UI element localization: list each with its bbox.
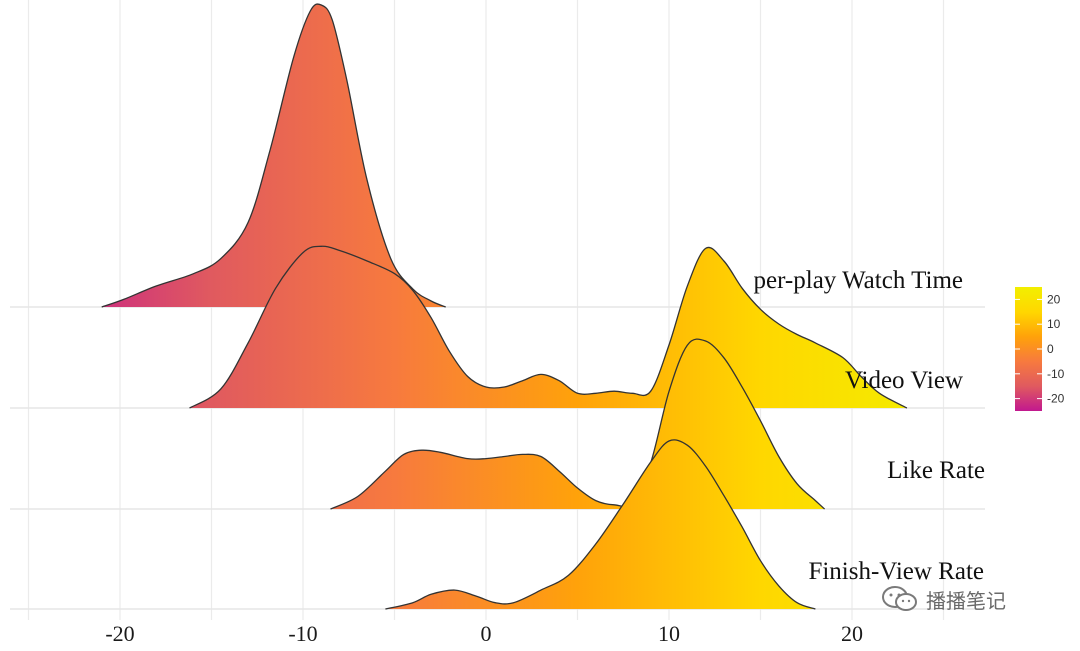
colorbar-tick-label: -20 xyxy=(1047,392,1065,406)
row-label-like-rate: Like Rate xyxy=(887,457,985,484)
grid-layer xyxy=(10,0,985,620)
ridge-finish-view-rate xyxy=(385,439,816,609)
watermark-text: 播播笔记 xyxy=(926,588,1006,613)
wechat-icon xyxy=(882,586,917,611)
colorbar-tick-label: 10 xyxy=(1047,317,1061,331)
ridge-outline-like-rate xyxy=(330,338,826,510)
ridge-layer xyxy=(101,3,908,610)
ridge-outline-finish-view-rate xyxy=(385,439,816,610)
colorbar-tick-label: 20 xyxy=(1047,292,1061,306)
row-label-layer: per-play Watch Time Video View Like Rate Fi… xyxy=(754,267,986,585)
x-tick-label: -20 xyxy=(105,621,134,646)
row-label-per-play-watch-time: per-play Watch Time xyxy=(754,267,964,294)
ridge-outline-per-play-watch-time xyxy=(101,3,446,308)
colorbar-tick-label: 0 xyxy=(1047,342,1054,356)
x-tick-label: 10 xyxy=(658,621,680,646)
row-label-video-view: Video View xyxy=(845,367,963,394)
x-tick-label: 20 xyxy=(841,621,863,646)
ridge-outline-video-view xyxy=(189,245,908,409)
ridge-per-play-watch-time xyxy=(101,3,446,307)
x-tick-label: 0 xyxy=(481,621,492,646)
colorbar-tick-label: -10 xyxy=(1047,367,1065,381)
colorbar-legend: 20 10 0 -10 -20 xyxy=(1015,287,1065,411)
watermark: 播播笔记 xyxy=(880,584,1006,614)
x-tick-label: -10 xyxy=(288,621,317,646)
row-label-finish-view-rate: Finish-View Rate xyxy=(808,558,984,585)
x-tick-layer: -20 -10 0 10 20 xyxy=(105,621,863,646)
